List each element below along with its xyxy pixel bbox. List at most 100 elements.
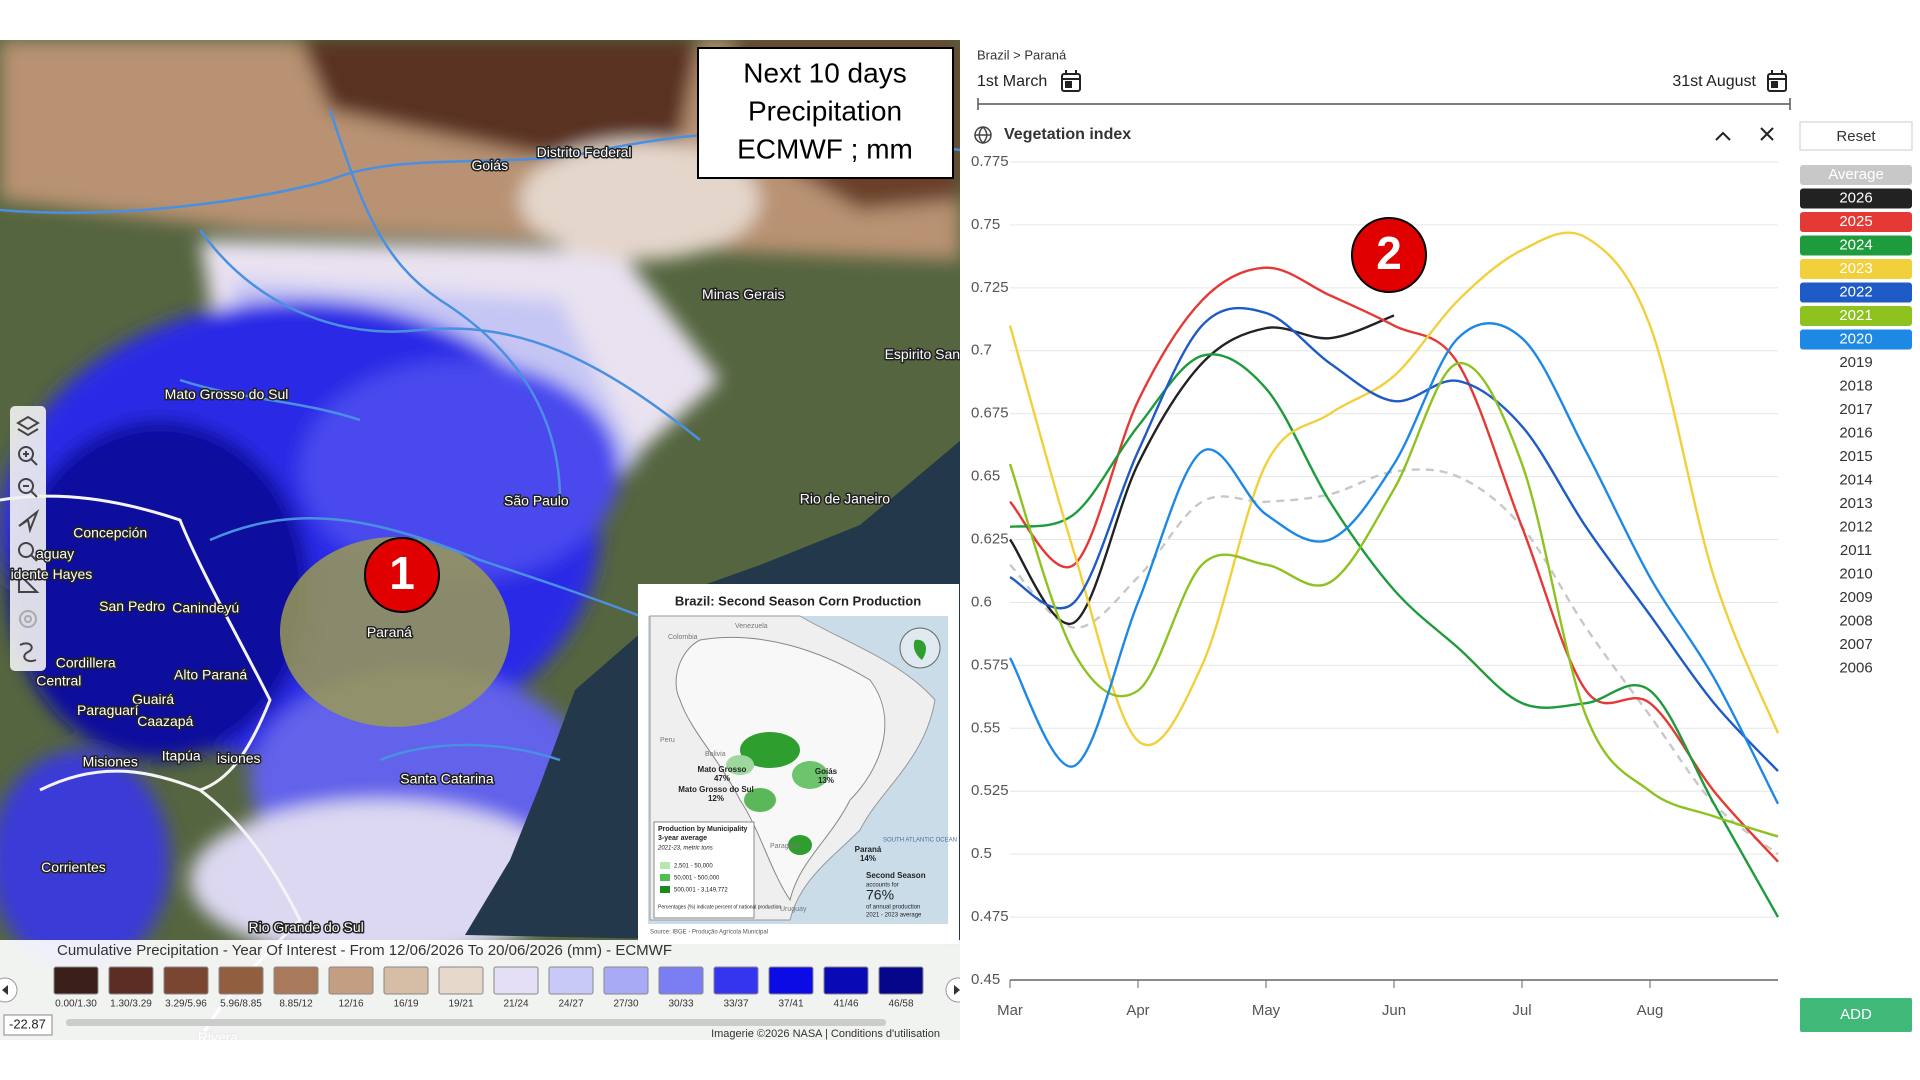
legend-bin-label: 21/24 bbox=[503, 999, 528, 1010]
scroll-left[interactable] bbox=[0, 977, 18, 1003]
inset-legend-box bbox=[653, 821, 755, 919]
legend-title: Cumulative Precipitation - Year Of Inter… bbox=[57, 942, 672, 959]
legend-year[interactable]: 2018 bbox=[1839, 377, 1872, 394]
y-tick-label: 0.675 bbox=[971, 405, 1009, 422]
y-tick-label: 0.725 bbox=[971, 279, 1009, 296]
place-label: Canindeyú bbox=[172, 599, 239, 615]
place-label: Concepción bbox=[73, 525, 147, 541]
y-tick-label: 0.525 bbox=[971, 782, 1009, 799]
breadcrumb[interactable]: Brazil > Paraná bbox=[977, 47, 1067, 62]
legend-bin-label: 16/19 bbox=[393, 999, 418, 1010]
y-tick-label: 0.6 bbox=[971, 593, 992, 610]
series-line bbox=[1009, 468, 1779, 856]
legend-item[interactable] bbox=[1800, 282, 1912, 303]
legend-year[interactable]: 2013 bbox=[1839, 495, 1872, 512]
legend-item[interactable] bbox=[1800, 306, 1912, 326]
inset-text: Uruguay bbox=[780, 906, 807, 913]
series-line bbox=[1009, 266, 1779, 863]
end-date[interactable]: 31st August bbox=[1672, 73, 1756, 90]
legend-year[interactable]: 2019 bbox=[1839, 354, 1872, 371]
legend-bin-label: 27/30 bbox=[613, 999, 638, 1010]
legend-item[interactable] bbox=[1800, 259, 1912, 279]
inset-text: Second Season bbox=[866, 871, 926, 880]
legend-year[interactable]: 2008 bbox=[1839, 612, 1872, 629]
legend-year[interactable]: 2011 bbox=[1840, 542, 1872, 559]
inset-text: Colombia bbox=[668, 634, 698, 641]
marker-label: 1 bbox=[389, 547, 415, 599]
state-borders bbox=[0, 109, 960, 762]
reset-button[interactable] bbox=[1799, 121, 1913, 151]
map[interactable]: Goiás Distrito Federal Minas Gerais Espirit… bbox=[0, 40, 972, 1045]
scroll-right[interactable] bbox=[945, 977, 970, 1003]
scroll-right-icon bbox=[954, 985, 960, 995]
place-label: Rio de Janeiro bbox=[800, 490, 890, 506]
legend-swatch bbox=[878, 966, 924, 995]
inset-text: 3-year average bbox=[658, 835, 707, 842]
legend-item[interactable] bbox=[1800, 212, 1912, 232]
legend-item[interactable] bbox=[1800, 165, 1912, 185]
place-label: Espirito Santo bbox=[885, 346, 972, 362]
end-calendar[interactable] bbox=[1767, 70, 1787, 92]
start-date[interactable]: 1st March bbox=[977, 73, 1047, 90]
legend-year[interactable]: 2006 bbox=[1839, 659, 1872, 676]
place-label: Central bbox=[36, 673, 81, 689]
layers-button[interactable] bbox=[16, 415, 40, 437]
legend-bin-label: 24/27 bbox=[558, 999, 583, 1010]
date-slider[interactable] bbox=[977, 98, 1791, 110]
draw-button[interactable] bbox=[19, 642, 37, 662]
legend-item[interactable] bbox=[1800, 188, 1912, 209]
legend-swatch bbox=[493, 966, 539, 995]
y-tick-label: 0.7 bbox=[971, 342, 992, 359]
legend-year[interactable]: 2009 bbox=[1839, 589, 1872, 606]
inset-text: Production by Municipality bbox=[658, 826, 748, 833]
collapse-button[interactable] bbox=[1715, 131, 1731, 141]
add-button[interactable] bbox=[1800, 998, 1912, 1032]
zoom-out-button[interactable] bbox=[18, 478, 38, 498]
legend-year[interactable]: 2015 bbox=[1839, 448, 1872, 465]
legend-bin-label: 0.00/1.30 bbox=[55, 999, 97, 1010]
inset-text: Source: IBGE - Produção Agrícola Municip… bbox=[650, 930, 768, 936]
place-label: São Paulo bbox=[504, 493, 569, 509]
legend-label: 2021 bbox=[1839, 307, 1872, 324]
x-tick-label: Apr bbox=[1126, 1002, 1149, 1019]
inset-text: 2021-23, metric tons bbox=[657, 846, 713, 852]
inset-brazil bbox=[675, 636, 886, 902]
zoom-in-button[interactable] bbox=[18, 446, 38, 466]
legend-item[interactable] bbox=[1800, 235, 1912, 256]
legend-year[interactable]: 2007 bbox=[1839, 636, 1872, 653]
x-tick-label: Jun bbox=[1382, 1002, 1406, 1019]
place-label: isiones bbox=[217, 750, 261, 766]
legend-swatch bbox=[603, 966, 649, 995]
y-tick-label: 0.75 bbox=[971, 216, 1000, 233]
place-label: Corrientes bbox=[41, 859, 106, 875]
inset-text: 47% bbox=[714, 774, 730, 783]
globe-icon bbox=[974, 126, 992, 145]
search-button[interactable] bbox=[18, 542, 38, 562]
inset-text: Bolivia bbox=[705, 751, 726, 758]
inset-text: Brazil: Second Season Corn Production bbox=[675, 593, 921, 608]
legend-item[interactable] bbox=[1800, 329, 1912, 350]
legend-label: 2023 bbox=[1839, 260, 1872, 277]
legend-year[interactable]: 2016 bbox=[1839, 424, 1872, 441]
place-label: aguay bbox=[36, 545, 74, 561]
legend-year[interactable]: 2017 bbox=[1839, 401, 1872, 418]
start-calendar[interactable] bbox=[1061, 70, 1081, 92]
legend-year[interactable]: 2014 bbox=[1839, 471, 1872, 488]
legend-year[interactable]: 2012 bbox=[1839, 518, 1872, 535]
scrollbar[interactable] bbox=[66, 1019, 886, 1026]
legend-bin-label: 46/58 bbox=[888, 999, 913, 1010]
legend-swatch bbox=[328, 966, 374, 995]
inset-text: 13% bbox=[818, 776, 834, 785]
inset-text: 2,501 - 50,000 bbox=[674, 864, 713, 870]
legend-bin-label: 19/21 bbox=[448, 999, 473, 1010]
series-line bbox=[1009, 353, 1780, 918]
legend-bin-label: 1.30/3.29 bbox=[110, 999, 152, 1010]
measure-button[interactable] bbox=[18, 571, 40, 593]
locate-button[interactable] bbox=[18, 508, 40, 534]
target-button[interactable] bbox=[19, 610, 37, 628]
close-button[interactable] bbox=[1760, 127, 1774, 141]
inset-text: Percentages (%) indicate percent of nati… bbox=[658, 904, 783, 910]
place-label: Caazapá bbox=[137, 713, 193, 729]
legend-year[interactable]: 2010 bbox=[1839, 565, 1872, 582]
place-label: Distrito Federal bbox=[537, 144, 632, 160]
